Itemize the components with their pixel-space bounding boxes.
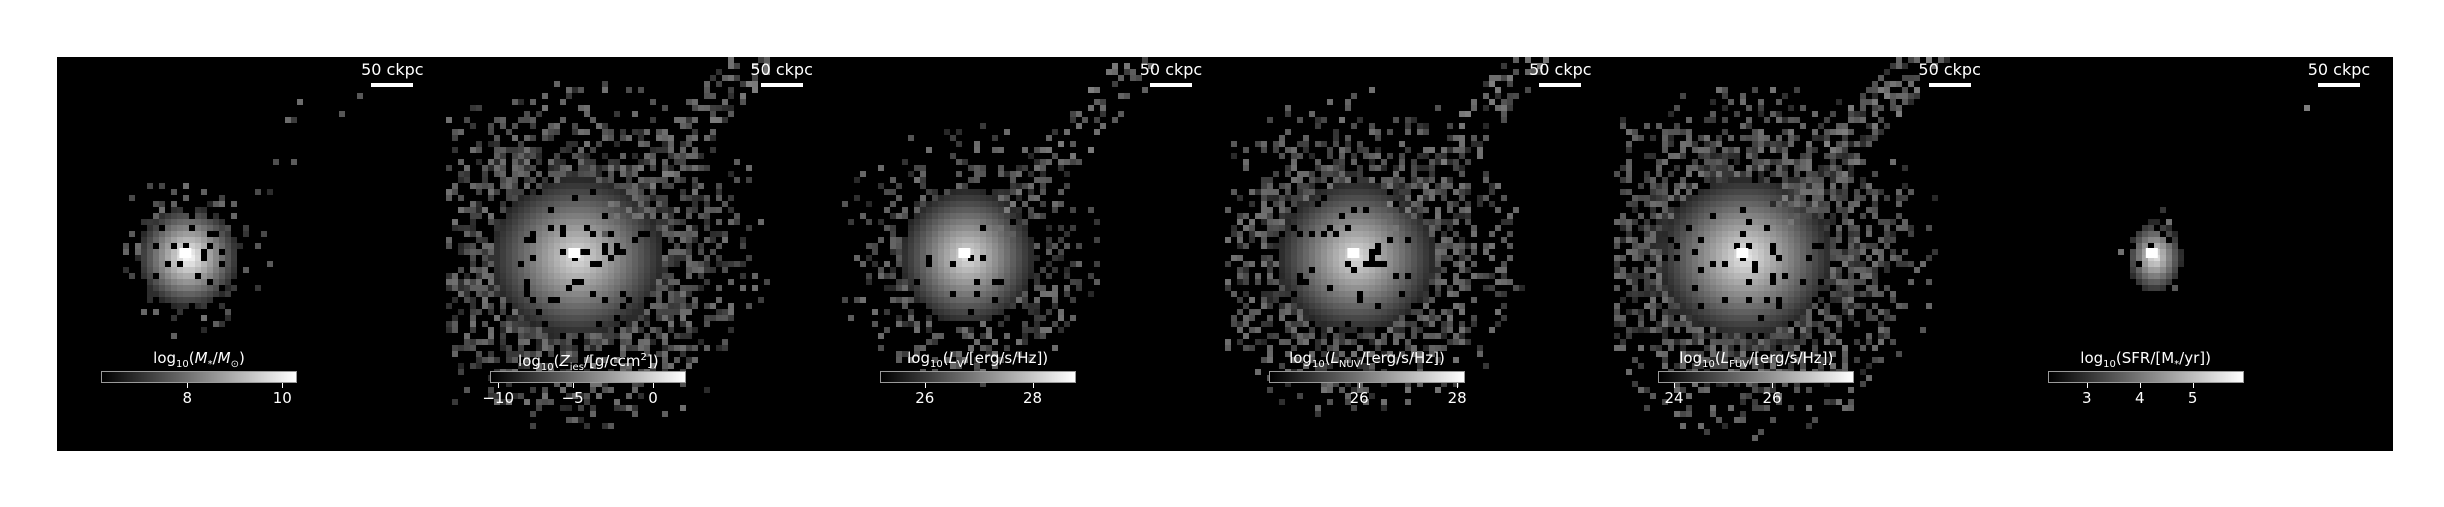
colorbar-tick: [2192, 383, 2194, 388]
scale-bar-line: [1928, 83, 1971, 87]
scale-bar-line: [1539, 83, 1582, 87]
colorbar-gradient: [2047, 371, 2244, 383]
panel-v-band: 50 ckpc log10(LV/[erg/s/Hz]) 26 28: [836, 57, 1225, 451]
colorbar-tick-label: 0: [648, 389, 658, 407]
scale-bar: 50 ckpc: [1528, 61, 1592, 87]
colorbar-tick-label: 5: [2187, 389, 2198, 407]
pixel-map-nuv: [1224, 57, 1549, 417]
colorbar-tick-label: 10: [272, 389, 292, 407]
scale-bar: 50 ckpc: [360, 61, 424, 87]
scale-bar-label: 50 ckpc: [750, 60, 813, 79]
colorbar-tick-label: 26: [1762, 389, 1782, 407]
colorbar-tick-label: 24: [1664, 389, 1684, 407]
scale-bar-label: 50 ckpc: [2307, 60, 2371, 79]
colorbar-tick: [187, 383, 189, 388]
colorbar-gradient: [490, 371, 687, 383]
colorbar-tick: [2086, 383, 2088, 388]
scale-bar-line: [760, 83, 803, 87]
colorbar-tick-label: 4: [2134, 389, 2145, 407]
pixel-map-stellar-mass: [123, 93, 363, 339]
scale-bar: 50 ckpc: [1918, 61, 1982, 87]
colorbar-tick: [1359, 383, 1361, 388]
scale-bar: 50 ckpc: [2307, 61, 2371, 87]
colorbar-label: log10(LV/[erg/s/Hz]): [907, 349, 1049, 370]
colorbar-tick: [572, 383, 574, 388]
colorbar-label: log10(LNUV/[erg/s/Hz]): [1289, 349, 1445, 370]
colorbar-tick-label: 8: [182, 389, 192, 407]
pixel-map-v-band: [841, 57, 1154, 387]
scale-bar-line: [371, 83, 414, 87]
panel-nuv: 50 ckpc log10(LNUV/[erg/s/Hz]) 26 28: [1224, 57, 1614, 451]
colorbar-tick: [2139, 383, 2141, 388]
colorbar-tick: [1673, 383, 1675, 388]
panel-metallicity: 50 ckpc log10(Zies/[g/ccm2]) −10 −5 0: [446, 57, 835, 451]
colorbar-tick-label: −10: [482, 389, 514, 407]
colorbar-label: log10(LFUV/[erg/s/Hz]): [1679, 349, 1834, 370]
colorbar-tick-label: 3: [2082, 389, 2092, 407]
colorbar-tick-label: 26: [915, 389, 935, 407]
scale-bar-label: 50 ckpc: [1139, 60, 1203, 79]
colorbar-tick: [282, 383, 284, 388]
colorbar-label: log10(M*/M⊙): [153, 349, 245, 370]
colorbar-label: log10(Zies/[g/ccm2]): [518, 352, 659, 373]
colorbar-gradient: [879, 371, 1076, 383]
colorbar-label: log10(SFR/[M*/yr]): [2080, 349, 2211, 370]
colorbar-tick: [1771, 383, 1773, 388]
colorbar-tick-label: 26: [1349, 389, 1369, 407]
colorbar-tick: [1032, 383, 1034, 388]
colorbar-gradient: [101, 371, 297, 383]
panel-fuv: 50 ckpc log10(LFUV/[erg/s/Hz]) 24 26: [1614, 57, 2003, 451]
panel-sfr: 50 ckpc log10(SFR/[M*/yr]) 3 4 5: [2004, 57, 2393, 451]
scale-bar-label: 50 ckpc: [1918, 60, 1981, 79]
panel-stellar-mass: 50 ckpc log10(M*/M⊙) 8 10: [57, 57, 446, 451]
scale-bar: 50 ckpc: [750, 61, 814, 87]
colorbar-tick-label: −5: [561, 389, 584, 407]
pixel-map-metallicity: [446, 57, 771, 429]
scale-bar-line: [1149, 83, 1192, 87]
colorbar-tick-label: 28: [1447, 389, 1467, 407]
galaxy-maps-figure: 50 ckpc log10(M*/M⊙) 8 10 50 ckpc log10(Zies/…: [57, 57, 2393, 451]
pixel-map-sfr: [2117, 105, 2310, 291]
scale-bar-line: [2317, 83, 2360, 87]
scale-bar-label: 50 ckpc: [1529, 60, 1592, 79]
colorbar-tick: [924, 383, 926, 388]
colorbar-gradient: [1268, 371, 1465, 383]
colorbar-tick: [653, 383, 654, 388]
colorbar-gradient: [1658, 371, 1855, 383]
scale-bar-label: 50 ckpc: [361, 60, 424, 79]
pixel-map-fuv: [1614, 57, 1951, 441]
colorbar-tick: [498, 383, 500, 388]
colorbar-tick-label: 28: [1022, 389, 1043, 407]
colorbar-tick: [1457, 383, 1459, 388]
scale-bar: 50 ckpc: [1139, 61, 1203, 87]
